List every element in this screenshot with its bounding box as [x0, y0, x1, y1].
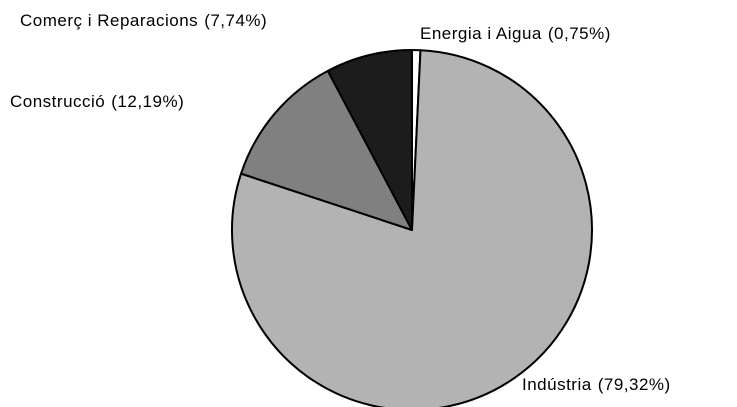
category-name: Energia i Aigua — [420, 24, 542, 43]
value-label: (12,19%) — [111, 92, 184, 111]
category-name: Indústria — [522, 375, 592, 394]
value-label: (79,32%) — [598, 375, 671, 394]
slice-label: Energia i Aigua (0,75%) — [420, 24, 611, 43]
value-label: (0,75%) — [548, 24, 611, 43]
slice-label: Indústria (79,32%) — [522, 375, 671, 394]
category-name: Comerç i Reparacions — [20, 11, 198, 30]
value-label: (7,74%) — [204, 11, 267, 30]
pie-slice — [231, 49, 593, 407]
category-name: Construcció — [10, 92, 105, 111]
pie-slice — [326, 49, 413, 231]
slice-label: Comerç i Reparacions (7,74%) — [20, 11, 267, 30]
pie-slice — [240, 69, 413, 231]
slice-label: Construcció (12,19%) — [10, 92, 184, 111]
